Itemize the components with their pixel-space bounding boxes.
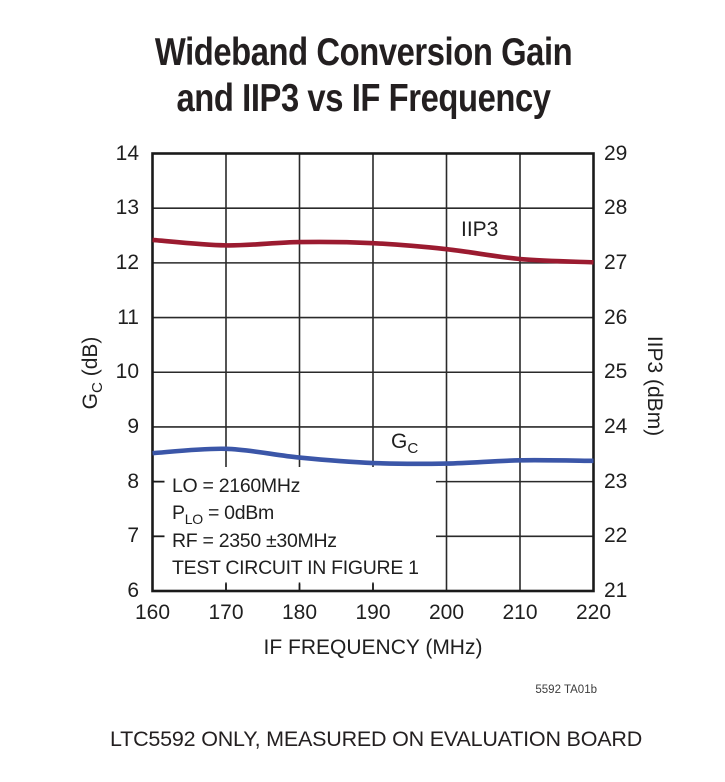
left-tick-label: 7 (127, 524, 139, 548)
left-tick-label: 12 (115, 250, 139, 274)
series-label-gc: GC (391, 430, 419, 458)
series-label-iip3: IIP3 (461, 218, 499, 241)
right-tick-label: 22 (604, 524, 628, 548)
chart-title-line1: Wideband Conversion Gain (154, 31, 573, 74)
x-axis-title: IF FREQUENCY (MHz) (263, 636, 483, 659)
left-tick-label: 8 (127, 469, 139, 493)
right-tick-label: 25 (604, 360, 628, 384)
right-tick-label: 23 (604, 469, 628, 493)
test-conditions-line: RF = 2350 ±30MHz (172, 529, 337, 552)
right-tick-label: 29 (604, 141, 628, 165)
x-tick-label: 180 (281, 601, 318, 624)
x-tick-label: 190 (355, 601, 391, 624)
x-tick-label: 210 (502, 601, 538, 624)
left-tick-label: 6 (127, 579, 139, 602)
right-tick-label: 28 (604, 196, 628, 220)
right-tick-label: 27 (604, 250, 628, 274)
annotation-mask (155, 467, 436, 584)
test-conditions-line: PLO = 0dBm (172, 502, 274, 528)
left-tick-label: 14 (115, 141, 139, 165)
left-tick-label: 10 (115, 360, 139, 384)
right-axis-title: IIP3 (dBm) (643, 335, 666, 437)
left-axis-title: GC (dB) (79, 336, 107, 410)
left-tick-label: 11 (117, 305, 139, 329)
test-conditions-note: LO = 2160MHz PLO = 0dBm RF = 2350 ±30MHz TE… (172, 473, 419, 583)
left-tick-label: 9 (127, 414, 139, 438)
right-tick-label: 21 (604, 579, 628, 602)
chart-title-line2: and IIP3 vs IF Frequency (176, 77, 551, 120)
right-tick-label: 26 (604, 305, 628, 329)
x-tick-label: 160 (134, 601, 171, 624)
test-conditions-line: TEST CIRCUIT IN FIGURE 1 (172, 557, 419, 580)
x-tick-label: 220 (575, 601, 612, 624)
series-curve-gc (152, 446, 594, 467)
plot-id: 5592 TA01b (535, 684, 597, 696)
plot-frame (151, 152, 595, 593)
test-conditions-line: LO = 2160MHz (172, 475, 301, 497)
footer-caption: LTC5592 ONLY, MEASURED ON EVALUATION BOA… (109, 727, 643, 751)
series-curve-iip3 (152, 237, 594, 265)
x-tick-label: 200 (428, 601, 465, 624)
left-tick-label: 13 (115, 196, 139, 220)
chart-title: Wideband Conversion Gain and IIP3 vs IF … (59, 30, 668, 122)
x-tick-label: 170 (208, 601, 244, 624)
right-tick-label: 24 (604, 414, 628, 438)
